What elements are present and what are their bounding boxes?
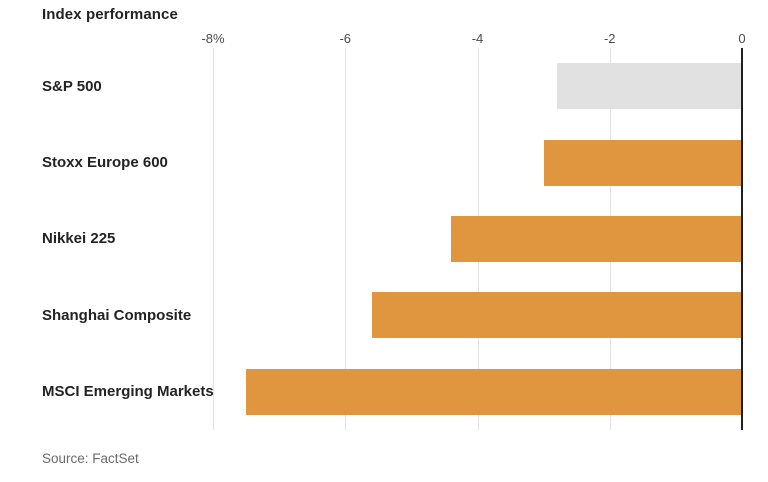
axis-tick-label: -6 (339, 31, 352, 46)
bar-s-p-500 (556, 63, 742, 110)
category-label-stoxx-europe-600: Stoxx Europe 600 (42, 154, 168, 172)
category-label-msci-emerging-markets: MSCI Emerging Markets (42, 383, 214, 401)
axis-tick-label: -4 (471, 31, 484, 46)
bar-stoxx-europe-600 (543, 139, 742, 186)
gridline-6 (345, 48, 347, 430)
bar-msci-emerging-markets (246, 368, 742, 415)
axis-tick-label: -8% (201, 31, 225, 46)
category-label-shanghai-composite: Shanghai Composite (42, 306, 192, 324)
axis-tick-label: 0 (738, 31, 746, 46)
bar-shanghai-composite (371, 292, 742, 339)
bar-nikkei-225 (451, 216, 742, 262)
source-note: Source: FactSet (42, 451, 139, 466)
gridline-8 (213, 48, 214, 430)
chart-title: Index performance (42, 6, 178, 23)
zero-axis-line (741, 48, 743, 430)
axis-tick-label: -2 (603, 31, 616, 46)
category-label-s-p-500: S&P 500 (42, 77, 102, 95)
category-label-nikkei-225: Nikkei 225 (42, 230, 116, 248)
